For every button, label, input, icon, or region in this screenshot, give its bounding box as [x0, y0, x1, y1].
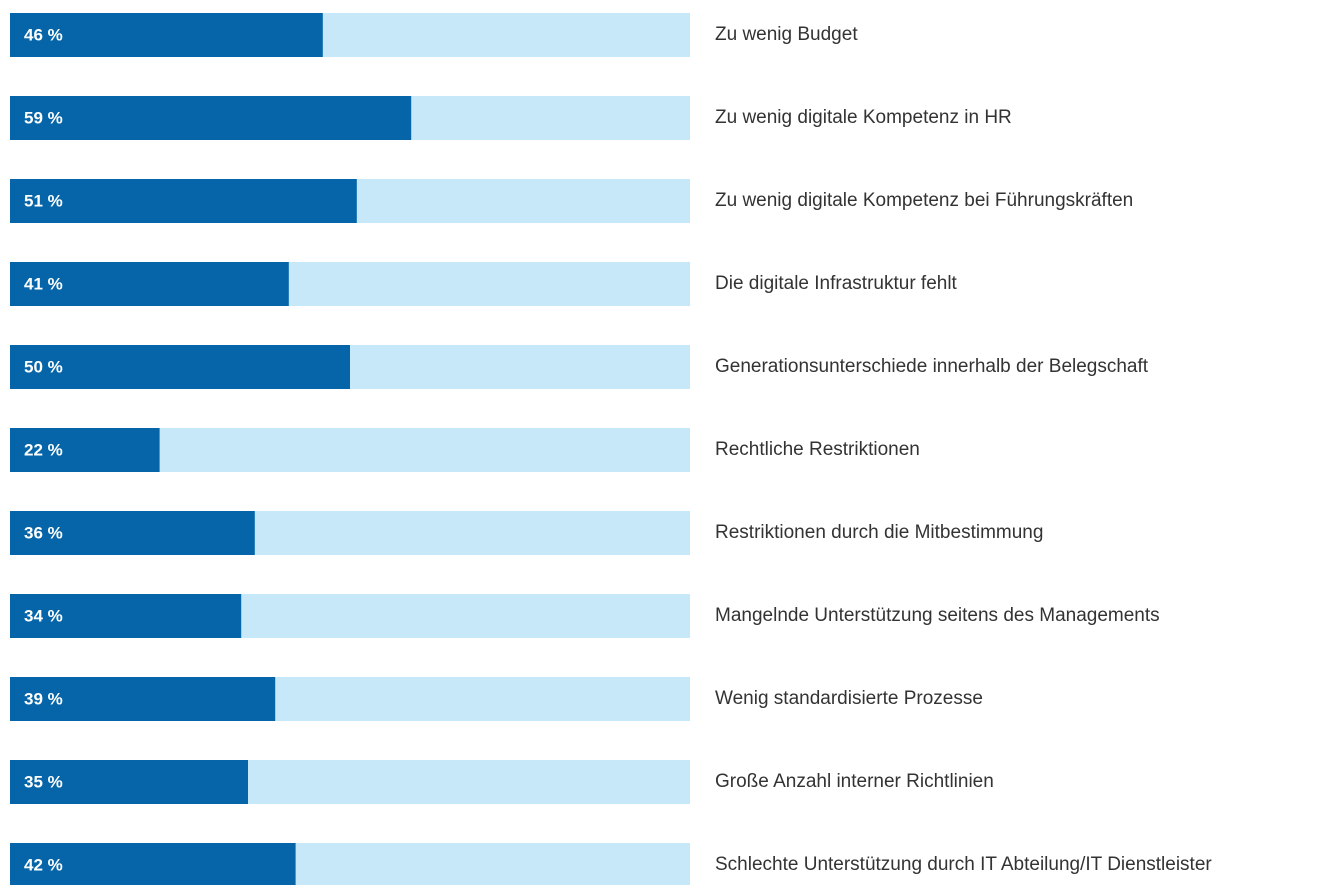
value-label: 35 % [24, 772, 63, 791]
bar [10, 677, 276, 721]
value-label: 34 % [24, 606, 63, 625]
bar [10, 96, 412, 140]
category-label: Zu wenig digitale Kompetenz in HR [715, 107, 1012, 128]
value-label: 50 % [24, 357, 63, 376]
value-label: 39 % [24, 689, 63, 708]
category-label: Zu wenig digitale Kompetenz bei Führungs… [715, 190, 1133, 211]
value-label: 51 % [24, 191, 63, 210]
value-label: 41 % [24, 274, 63, 293]
value-label: 42 % [24, 855, 63, 874]
value-label: 46 % [24, 25, 63, 44]
category-label: Wenig standardisierte Prozesse [715, 688, 983, 709]
value-label: 36 % [24, 523, 63, 542]
bar [10, 760, 248, 804]
bar [10, 843, 296, 885]
category-label: Die digitale Infrastruktur fehlt [715, 273, 958, 294]
category-label: Schlechte Unterstützung durch IT Abteilu… [715, 854, 1212, 875]
category-label: Generationsunterschiede innerhalb der Be… [715, 356, 1149, 377]
category-label: Restriktionen durch die Mitbestimmung [715, 522, 1043, 543]
category-label: Große Anzahl interner Richtlinien [715, 771, 994, 792]
bar [10, 13, 323, 57]
bar [10, 511, 255, 555]
bar [10, 179, 357, 223]
category-label: Rechtliche Restriktionen [715, 439, 920, 460]
bar [10, 428, 160, 472]
value-label: 22 % [24, 440, 63, 459]
bar [10, 345, 350, 389]
category-label: Mangelnde Unterstützung seitens des Mana… [715, 605, 1160, 626]
bar [10, 594, 242, 638]
value-label: 59 % [24, 108, 63, 127]
category-label: Zu wenig Budget [715, 24, 858, 45]
bar [10, 262, 289, 306]
